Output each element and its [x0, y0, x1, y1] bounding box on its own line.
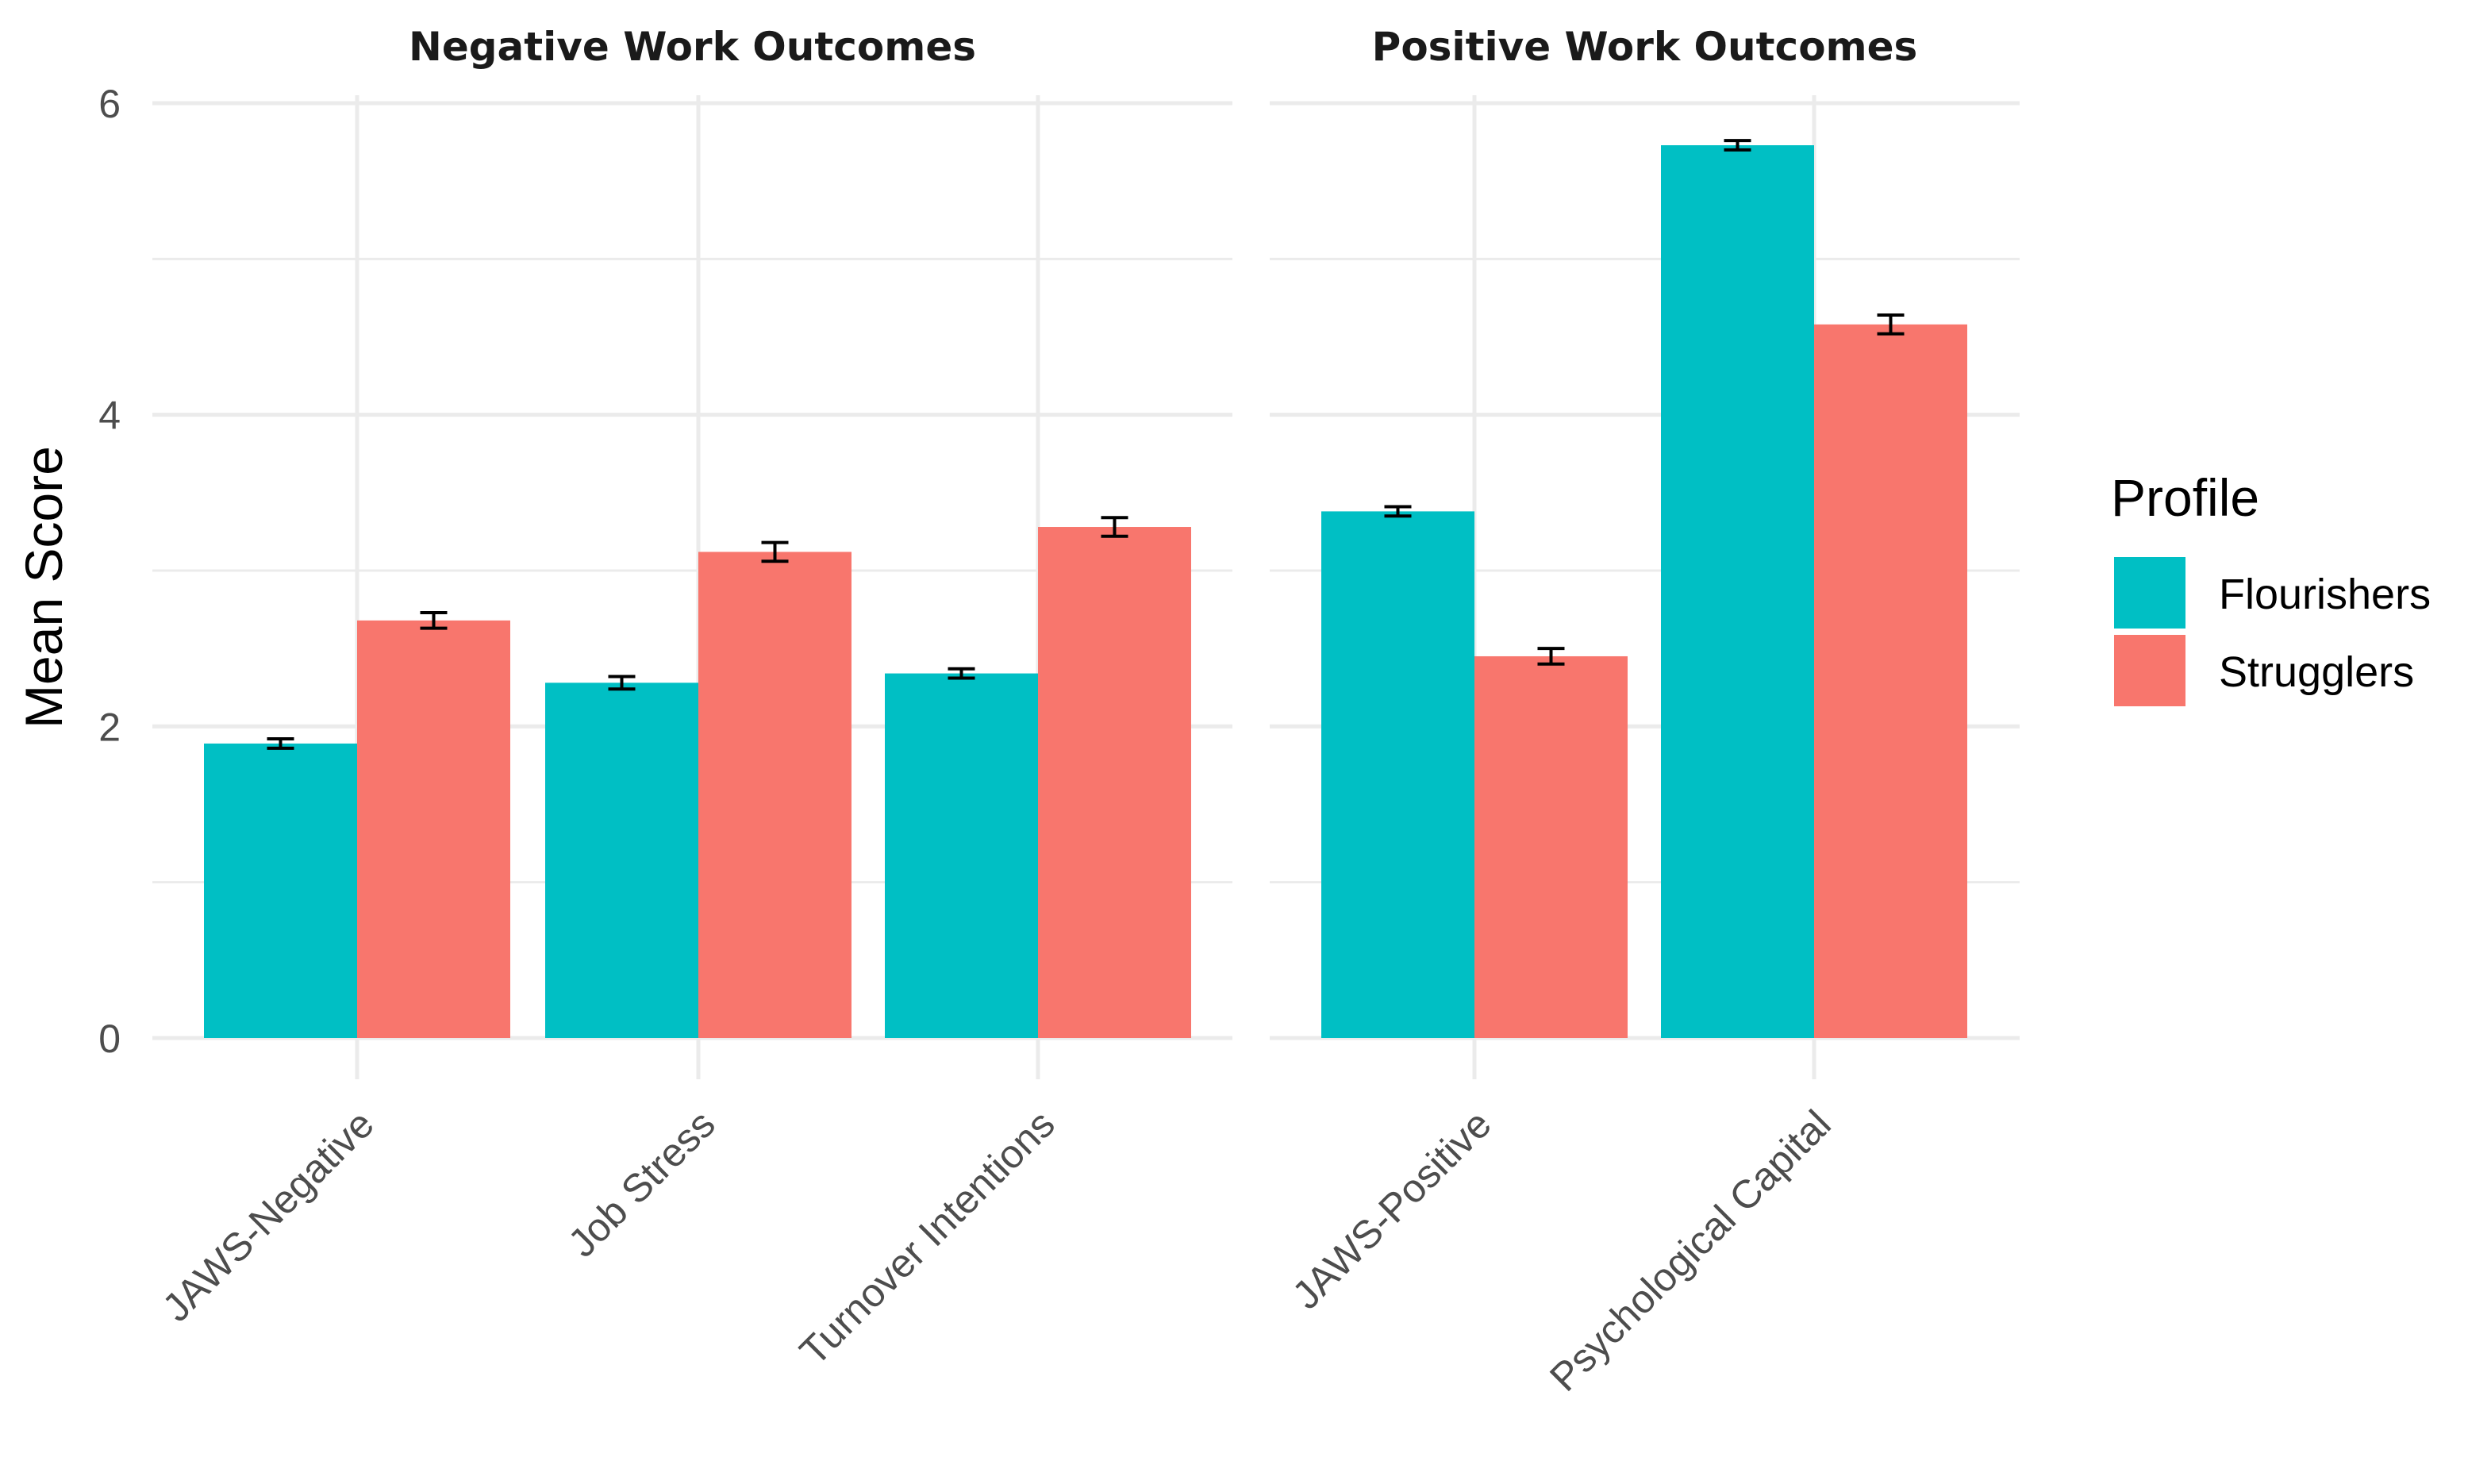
x-tick-label-jaws-negative: JAWS-Negative: [154, 1101, 383, 1330]
error-bar-turnover-intentions-strugglers: [1101, 516, 1128, 538]
bar-psychological-capital-strugglers: [1814, 324, 1967, 1038]
error-bar-layer: [267, 139, 1905, 750]
bar-psychological-capital-flourishers: [1661, 145, 1814, 1038]
error-bar-jaws-negative-strugglers: [420, 611, 448, 630]
y-tick-label-4: 4: [98, 394, 121, 438]
x-tick-label-psychological-capital: Psychological Capital: [1541, 1101, 1839, 1400]
bar-jaws-negative-flourishers: [204, 743, 357, 1038]
bar-jaws-negative-strugglers: [357, 620, 510, 1038]
legend: Profile Flourishers Strugglers: [2111, 468, 2431, 706]
error-bar-jaws-positive-flourishers: [1384, 505, 1412, 518]
x-tick-label-job-stress: Job Stress: [559, 1101, 724, 1266]
legend-label-flourishers: Flourishers: [2219, 571, 2431, 618]
legend-key-flourishers: [2114, 557, 2185, 629]
error-bar-psychological-capital-strugglers: [1877, 313, 1905, 336]
legend-title: Profile: [2111, 468, 2259, 527]
bar-layer: [204, 145, 1967, 1038]
facet-title-positive-work-outcomes: Positive Work Outcomes: [1372, 24, 1918, 70]
error-bar-turnover-intentions-flourishers: [948, 667, 975, 680]
error-bar-jaws-negative-flourishers: [267, 737, 294, 750]
bar-jaws-positive-flourishers: [1321, 511, 1474, 1038]
y-tick-label-6: 6: [98, 82, 121, 126]
legend-key-strugglers: [2114, 635, 2185, 706]
bar-jaws-positive-strugglers: [1474, 655, 1628, 1038]
y-axis-title: Mean Score: [14, 446, 73, 729]
error-bar-jaws-positive-strugglers: [1537, 647, 1565, 666]
x-tick-label-jaws-positive: JAWS-Positive: [1284, 1101, 1500, 1317]
facet-title-negative-work-outcomes: Negative Work Outcomes: [409, 24, 976, 70]
bar-turnover-intentions-strugglers: [1038, 527, 1191, 1038]
x-tick-label-turnover-intentions: Turnover Intentions: [791, 1101, 1063, 1374]
bar-turnover-intentions-flourishers: [885, 673, 1038, 1038]
bar-job-stress-flourishers: [545, 682, 698, 1038]
error-bar-job-stress-strugglers: [761, 540, 789, 563]
legend-label-strugglers: Strugglers: [2219, 648, 2414, 696]
error-bar-psychological-capital-flourishers: [1724, 139, 1751, 152]
error-bar-job-stress-flourishers: [608, 675, 636, 691]
y-tick-label-2: 2: [98, 705, 121, 749]
y-tick-label-0: 0: [98, 1017, 121, 1061]
bar-job-stress-strugglers: [698, 552, 851, 1038]
